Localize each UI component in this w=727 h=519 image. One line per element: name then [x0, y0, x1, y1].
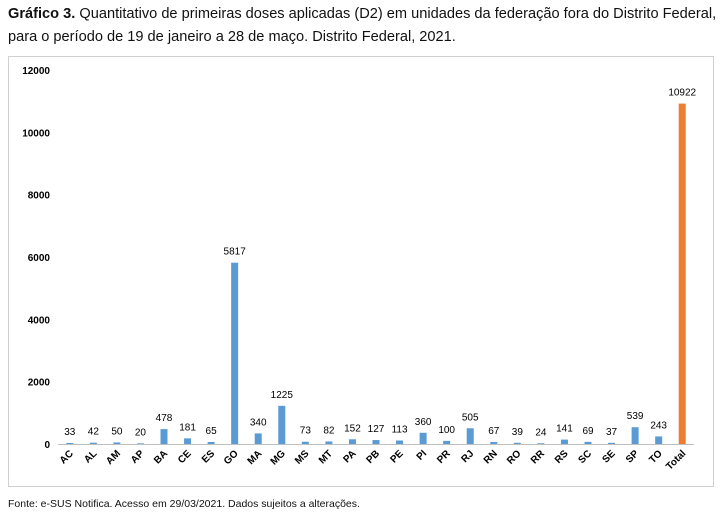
x-tick-label: PA — [341, 448, 358, 465]
chart-frame — [8, 56, 714, 487]
bar-mt — [325, 441, 333, 444]
data-label: 42 — [88, 427, 100, 438]
bar-pe — [396, 440, 404, 444]
bar-rs — [560, 439, 568, 444]
bar-ba — [160, 429, 168, 444]
x-tick-label: AP — [129, 448, 147, 466]
data-label: 67 — [488, 426, 500, 437]
bar-rr — [537, 443, 545, 444]
data-label: 50 — [111, 426, 123, 437]
data-label: 113 — [392, 424, 408, 435]
x-tick-label: SP — [624, 448, 641, 465]
bar-sp — [631, 427, 639, 444]
bar-pi — [419, 432, 427, 444]
data-label: 360 — [415, 417, 432, 428]
data-label: 82 — [323, 425, 335, 436]
data-label: 33 — [64, 427, 76, 438]
bar-chart: 0 2000 4000 6000 8000 10000 12000 33 AC 42 AL 50 AM 2… — [22, 66, 696, 472]
data-label: 1225 — [271, 390, 294, 401]
x-tick-label: PI — [415, 448, 430, 463]
bar-total — [678, 103, 686, 445]
bar-ms — [301, 441, 309, 444]
y-tick-label: 12000 — [22, 66, 50, 77]
bar-rn — [490, 441, 498, 444]
y-tick-label: 0 — [44, 440, 50, 451]
data-label: 24 — [535, 427, 547, 438]
x-tick-label: RN — [482, 448, 500, 466]
x-tick-label: Total — [664, 448, 688, 472]
x-tick-label: PE — [388, 448, 405, 465]
data-label: 141 — [556, 424, 573, 435]
data-label: 181 — [179, 422, 196, 433]
data-label: 505 — [462, 412, 479, 423]
data-label: 69 — [582, 426, 594, 437]
data-label: 73 — [300, 426, 312, 437]
bar-go — [231, 262, 239, 444]
x-tick-label: PR — [435, 448, 453, 466]
x-tick-label: MA — [246, 448, 265, 467]
y-tick-label: 6000 — [28, 253, 51, 264]
x-tick-label: GO — [222, 448, 241, 467]
x-tick-label: RS — [553, 448, 571, 466]
bar-pr — [443, 440, 451, 444]
data-label: 5817 — [224, 247, 247, 258]
bar-ac — [66, 442, 74, 444]
x-tick-label: SE — [600, 448, 617, 465]
y-tick-label: 8000 — [28, 191, 51, 202]
data-label: 152 — [344, 423, 361, 434]
bar-ma — [254, 433, 262, 444]
bar-mg — [278, 405, 286, 444]
figure-caption: Gráfico 3. Quantitativo de primeiras dos… — [8, 3, 724, 49]
bar-se — [608, 442, 616, 444]
data-label: 100 — [438, 425, 455, 436]
x-tick-label: TO — [647, 448, 665, 466]
x-tick-label: AM — [104, 448, 123, 467]
bar-to — [655, 436, 663, 444]
data-label: 478 — [156, 413, 173, 424]
x-tick-label: AC — [58, 448, 76, 466]
bar-al — [89, 442, 97, 444]
bar-pa — [348, 439, 356, 444]
x-tick-label: MT — [317, 448, 335, 466]
x-tick-label: RO — [505, 448, 524, 467]
y-tick-label: 4000 — [28, 315, 51, 326]
y-tick-label: 2000 — [28, 378, 51, 389]
data-label: 37 — [606, 427, 618, 438]
x-tick-label: RR — [529, 448, 548, 467]
x-tick-label: SC — [577, 448, 595, 466]
x-tick-label: PB — [365, 448, 383, 466]
bar-rj — [466, 428, 474, 444]
caption-text: Quantitativo de primeiras doses aplicada… — [8, 6, 717, 45]
x-tick-label: MS — [293, 448, 312, 467]
caption-label: Gráfico 3. — [8, 6, 76, 22]
data-label: 127 — [368, 424, 385, 435]
data-label: 10922 — [668, 88, 696, 99]
source-note: Fonte: e-SUS Notifica. Acesso em 29/03/2… — [8, 498, 360, 510]
x-tick-label: CE — [176, 448, 194, 466]
bar-am — [113, 442, 121, 444]
x-tick-label: MG — [269, 448, 288, 467]
data-label: 20 — [135, 427, 147, 438]
x-tick-label: ES — [200, 448, 217, 465]
bar-ce — [184, 438, 192, 444]
bar-pb — [372, 440, 380, 444]
bar-es — [207, 441, 215, 444]
data-label: 340 — [250, 417, 267, 428]
data-label: 39 — [512, 427, 524, 438]
data-label: 539 — [627, 411, 644, 422]
data-label: 65 — [206, 426, 218, 437]
bar-ro — [513, 442, 521, 444]
bar-sc — [584, 441, 592, 444]
x-tick-label: BA — [152, 448, 170, 466]
x-tick-label: AL — [82, 448, 99, 465]
data-label: 243 — [650, 420, 667, 431]
bar-ap — [136, 443, 144, 444]
x-tick-label: RJ — [460, 448, 477, 465]
y-tick-label: 10000 — [22, 128, 50, 139]
